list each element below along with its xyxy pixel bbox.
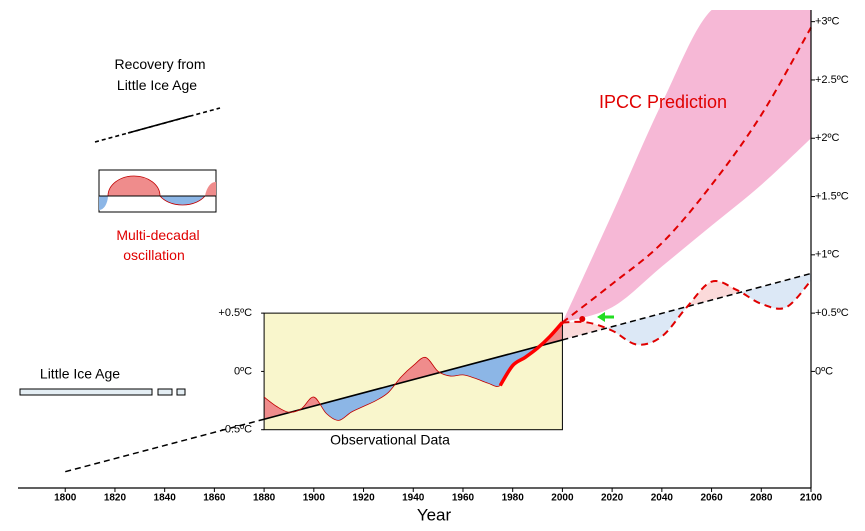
- inset-y-tick-label: 0ºC: [234, 365, 252, 377]
- x-tick-label: 1800: [54, 493, 77, 504]
- x-tick-label: 1920: [352, 493, 375, 504]
- observed-fill-above: [264, 322, 563, 421]
- x-tick-label: 1860: [203, 493, 226, 504]
- x-tick-label: 1820: [104, 493, 127, 504]
- annotation-line: Recovery from: [114, 56, 205, 72]
- arrow-head: [597, 312, 605, 322]
- trend-line: [65, 418, 265, 473]
- y-tick-label: +0.5ºC: [815, 307, 849, 319]
- x-tick-label: 2060: [700, 493, 723, 504]
- x-tick-label: 1960: [452, 493, 475, 504]
- x-tick-label: 1900: [303, 493, 326, 504]
- projection-fill-below: [562, 273, 811, 345]
- annotation-line: Little Ice Age: [117, 77, 197, 93]
- annotation-line: oscillation: [123, 247, 184, 263]
- x-axis-title: Year: [417, 505, 452, 524]
- inset-y-tick-label: +0.5ºC: [218, 307, 252, 319]
- projection-line: [562, 279, 812, 346]
- x-tick-label: 2080: [750, 493, 773, 504]
- point: [579, 315, 586, 322]
- trend-line: [263, 339, 563, 420]
- observed-recent-line: [498, 321, 564, 387]
- ipcc-line: [561, 26, 812, 324]
- x-tick-label: 2000: [551, 493, 574, 504]
- trend-line: [562, 272, 812, 341]
- x-tick-label: 1840: [154, 493, 177, 504]
- little-ice-age-bars: [19, 388, 186, 396]
- x-tick-label: 2020: [601, 493, 624, 504]
- recovery-icon-solid: [127, 115, 191, 134]
- y-tick-label: +1ºC: [815, 249, 840, 261]
- y-tick-label: 0ºC: [815, 365, 833, 377]
- annotation: IPCC Prediction: [599, 92, 727, 112]
- x-tick-label: 1880: [253, 493, 276, 504]
- y-tick-label: +2ºC: [815, 132, 840, 144]
- annotation-line: Multi-decadal: [116, 227, 199, 243]
- y-tick-label: +2.5ºC: [815, 74, 849, 86]
- y-tick-label: +3ºC: [815, 16, 840, 28]
- x-tick-label: 1940: [402, 493, 425, 504]
- background-layer: 1800 1820 1840 1860 1880 1900 1920 1940 1960 1980…: [18, 10, 849, 504]
- y-tick-label: +1.5ºC: [815, 190, 849, 202]
- x-tick-label: 1980: [502, 493, 525, 504]
- inset-y-tick-label: -0.5ºC: [221, 424, 252, 436]
- annotation: Little Ice Age: [40, 366, 120, 382]
- oscillation-icon: [98, 169, 217, 213]
- annotation: Multi-decadal oscillation: [116, 227, 199, 263]
- x-tick-label: 2040: [651, 493, 674, 504]
- x-tick-label: 2100: [800, 493, 823, 504]
- ipcc-band: [562, 10, 811, 323]
- annotation: Observational Data: [330, 432, 450, 448]
- annotation: Recovery from Little Ice Age: [114, 56, 205, 93]
